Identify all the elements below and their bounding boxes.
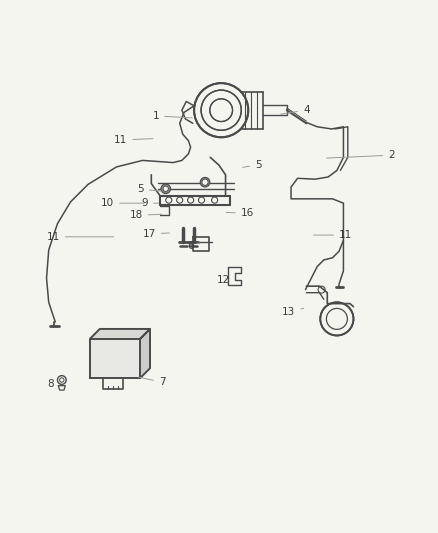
Text: 11: 11 [114,135,153,145]
Circle shape [202,179,208,185]
Circle shape [200,177,210,187]
Text: 13: 13 [282,308,304,317]
Circle shape [320,302,353,335]
Circle shape [198,197,205,203]
Text: 8: 8 [48,378,60,389]
Circle shape [166,197,172,203]
Text: 2: 2 [327,150,395,160]
Text: 16: 16 [226,208,254,218]
Text: 12: 12 [217,276,230,286]
Text: 18: 18 [129,211,162,221]
Text: 5: 5 [137,184,162,194]
Text: 6: 6 [187,240,199,251]
Text: 4: 4 [281,105,310,115]
Polygon shape [90,329,150,338]
Text: 17: 17 [142,229,170,239]
Circle shape [318,286,325,293]
Text: 11: 11 [46,232,113,242]
Circle shape [212,197,218,203]
Circle shape [163,186,168,191]
Circle shape [161,184,170,193]
Circle shape [177,197,183,203]
Text: 1: 1 [152,111,192,121]
Polygon shape [141,329,150,378]
Text: 11: 11 [314,230,352,240]
Text: 7: 7 [139,377,166,387]
Polygon shape [90,338,141,378]
Circle shape [187,197,194,203]
Text: 5: 5 [243,160,261,170]
Text: 9: 9 [141,198,159,208]
Text: 10: 10 [101,198,144,208]
Circle shape [194,83,248,138]
